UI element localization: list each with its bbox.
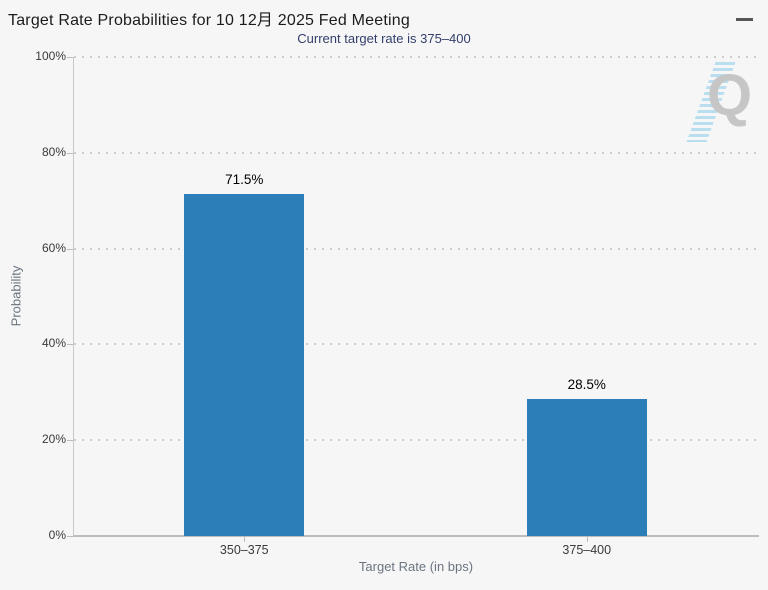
probability-bar[interactable] [526, 399, 647, 536]
chart-title: Target Rate Probabilities for 10 12月 202… [8, 12, 410, 29]
y-tick-mark [67, 536, 73, 537]
y-axis-line [73, 57, 74, 536]
x-axis-title: Target Rate (in bps) [358, 559, 474, 574]
y-tick-label: 80% [41, 144, 66, 159]
y-tick-mark [67, 344, 73, 346]
probability-bar[interactable] [184, 193, 305, 536]
y-axis-title: Probability [8, 265, 24, 327]
gridline-80 [74, 151, 758, 154]
y-tick-label: 100% [35, 49, 66, 63]
gridline-60 [74, 247, 758, 250]
gridline-40 [74, 343, 758, 346]
chart-subtitle: Current target rate is 375–400 [297, 31, 471, 46]
y-tick-label: 60% [41, 240, 66, 255]
y-tick-mark [67, 248, 73, 250]
bar-value-label: 71.5% [225, 171, 264, 187]
x-tick-mark [244, 537, 246, 542]
x-tick-label: 375–400 [562, 543, 612, 557]
x-tick-mark [586, 537, 588, 542]
y-tick-label: 20% [41, 432, 66, 447]
y-tick-label: 0% [48, 528, 66, 542]
quikstrike-watermark: Q [686, 60, 765, 146]
chart-menu-button[interactable] [734, 9, 756, 27]
y-tick-mark [67, 440, 73, 442]
y-tick-mark [67, 57, 73, 58]
y-tick-label: 40% [41, 336, 66, 351]
x-axis-line [73, 535, 759, 537]
gridline-100 [74, 56, 758, 58]
gridline-20 [74, 439, 758, 442]
watermark-q-letter: Q [707, 63, 753, 128]
y-tick-mark [67, 152, 73, 154]
bar-value-label: 28.5% [567, 377, 606, 393]
x-tick-label: 350–375 [219, 543, 269, 557]
